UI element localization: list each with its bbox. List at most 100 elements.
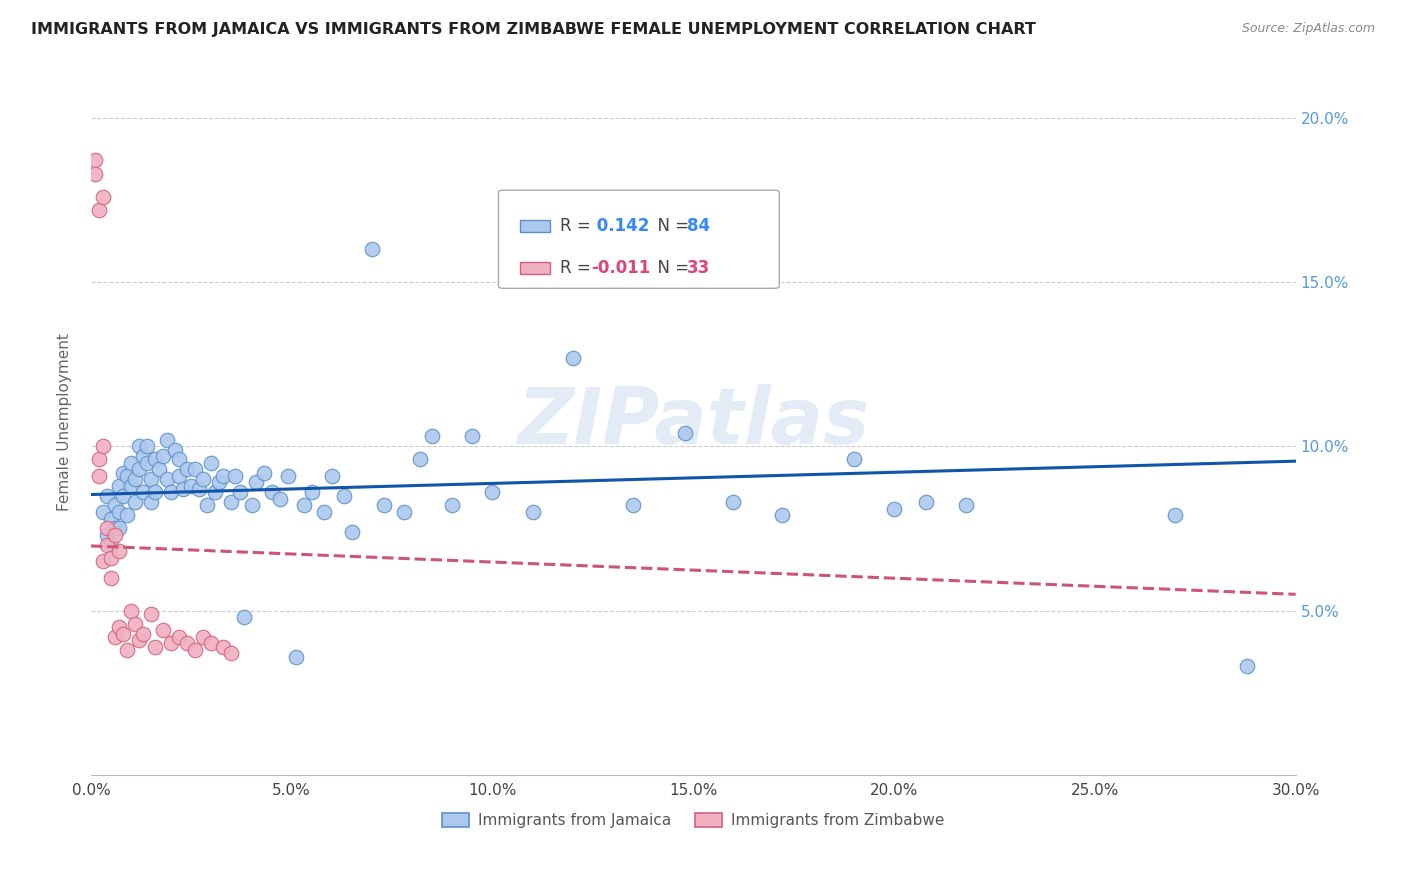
Point (260, 485, 283, 500)
Point (143, 485, 166, 500)
Point (91, 439, 114, 453)
Point (420, 429, 443, 443)
Point (212, 468, 235, 483)
Point (108, 505, 131, 519)
Point (301, 485, 323, 500)
Point (277, 468, 299, 483)
Point (673, 426, 696, 441)
Point (224, 468, 246, 483)
Point (156, 433, 179, 447)
Point (112, 489, 135, 503)
Point (141, 607, 163, 621)
Point (883, 501, 905, 516)
Point (373, 499, 395, 513)
Text: -0.011: -0.011 (592, 259, 651, 277)
Point (104, 630, 127, 644)
Point (84, 167, 107, 181)
Point (136, 439, 159, 453)
Point (96, 489, 118, 503)
Point (195, 499, 218, 513)
Point (108, 521, 131, 535)
Point (124, 616, 146, 631)
Point (955, 499, 977, 513)
Text: N =: N = (648, 217, 695, 235)
Point (91, 554, 114, 568)
Point (120, 479, 142, 493)
Point (112, 626, 135, 640)
Point (481, 485, 503, 500)
Point (1236, 659, 1258, 673)
Point (136, 456, 159, 470)
Point (522, 505, 544, 519)
Text: IMMIGRANTS FROM JAMAICA VS IMMIGRANTS FROM ZIMBABWE FEMALE UNEMPLOYMENT CORRELAT: IMMIGRANTS FROM JAMAICA VS IMMIGRANTS FR… (31, 22, 1036, 37)
Point (221, 495, 243, 509)
Point (100, 538, 122, 552)
Point (132, 626, 155, 640)
Point (108, 620, 131, 634)
Point (124, 495, 146, 509)
Point (180, 479, 202, 493)
Point (96, 521, 118, 535)
Point (108, 544, 131, 558)
Point (212, 640, 235, 654)
Point (184, 462, 207, 476)
Point (120, 603, 142, 617)
Point (160, 636, 183, 650)
Point (152, 449, 174, 463)
Point (91, 505, 114, 519)
Point (128, 439, 150, 453)
Point (204, 485, 226, 500)
Point (156, 472, 179, 486)
Y-axis label: Female Unemployment: Female Unemployment (58, 333, 72, 510)
Text: 84: 84 (688, 217, 710, 235)
Point (232, 610, 254, 624)
Point (104, 499, 127, 513)
Point (115, 468, 138, 483)
Text: ZIPatlas: ZIPatlas (517, 384, 869, 459)
Text: N =: N = (648, 259, 695, 277)
Point (269, 491, 291, 506)
Point (200, 636, 222, 650)
Point (100, 551, 122, 566)
Text: Source: ZipAtlas.com: Source: ZipAtlas.com (1241, 22, 1375, 36)
Point (169, 452, 191, 467)
Point (115, 643, 138, 657)
Point (172, 482, 194, 496)
Point (321, 468, 343, 483)
Point (148, 462, 170, 476)
Point (240, 499, 263, 513)
Point (770, 508, 793, 523)
Point (104, 521, 127, 535)
Point (461, 429, 484, 443)
Point (96, 528, 118, 542)
Point (561, 351, 583, 365)
Point (112, 466, 135, 480)
Text: 0.142: 0.142 (592, 217, 650, 235)
Point (87, 452, 110, 467)
Point (87, 468, 110, 483)
Point (124, 472, 146, 486)
Point (115, 508, 138, 523)
Point (245, 475, 267, 490)
Point (621, 499, 644, 513)
Point (915, 495, 938, 509)
Point (188, 482, 211, 496)
Point (141, 472, 163, 486)
Point (120, 456, 142, 470)
Point (169, 630, 191, 644)
Point (176, 462, 198, 476)
Point (312, 505, 335, 519)
Point (84, 153, 107, 168)
Point (176, 636, 198, 650)
Point (165, 442, 187, 457)
Point (132, 449, 155, 463)
Legend: Immigrants from Jamaica, Immigrants from Zimbabwe: Immigrants from Jamaica, Immigrants from… (436, 806, 950, 834)
Point (184, 643, 207, 657)
Point (169, 468, 191, 483)
Point (104, 528, 127, 542)
Point (96, 538, 118, 552)
Point (87, 202, 110, 217)
Point (100, 571, 122, 585)
Text: 33: 33 (688, 259, 710, 277)
Text: R =: R = (561, 259, 596, 277)
